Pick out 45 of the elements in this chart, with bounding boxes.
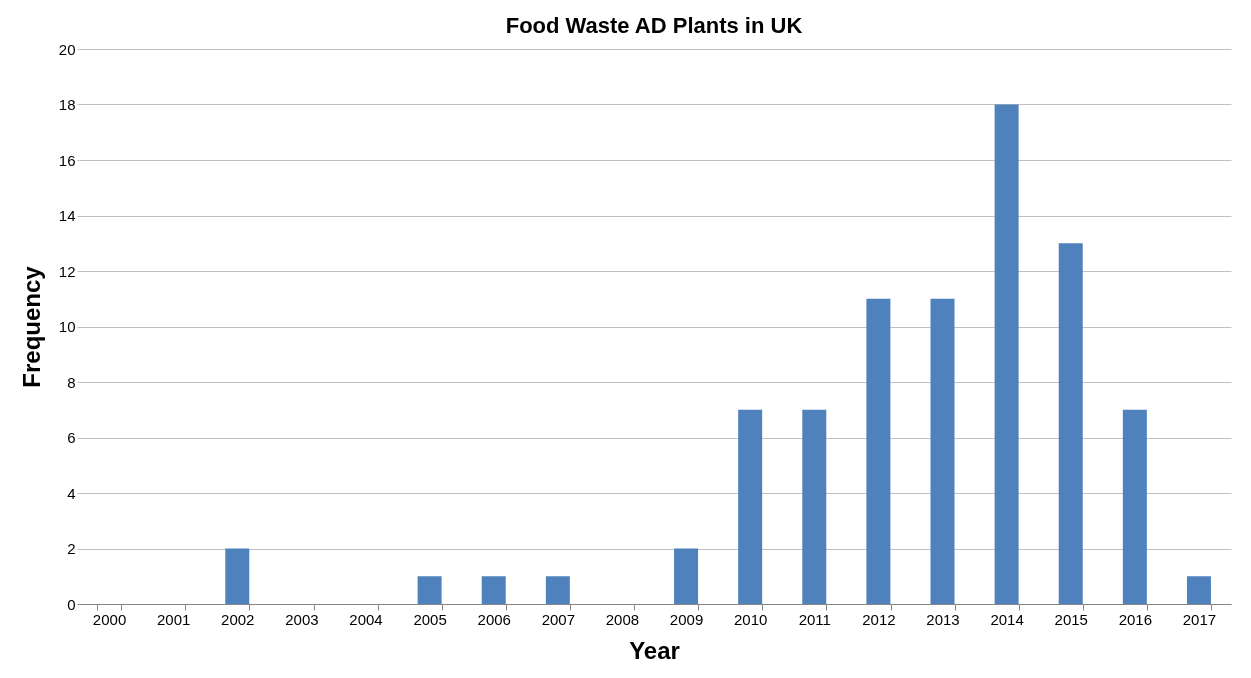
x-tick-label: 2003 bbox=[285, 610, 319, 628]
y-tick-label: 0 bbox=[67, 595, 76, 613]
chart-title: Food Waste AD Plants in UK bbox=[505, 13, 803, 38]
x-tick-label: 2015 bbox=[1054, 610, 1088, 628]
bar bbox=[674, 548, 699, 604]
bar bbox=[545, 576, 570, 604]
x-tick-label: 2016 bbox=[1118, 610, 1153, 628]
y-tick-label: 6 bbox=[67, 429, 76, 446]
y-tick-label: 8 bbox=[67, 373, 76, 391]
x-tick-label: 2013 bbox=[926, 610, 960, 628]
x-tick-label: 2005 bbox=[413, 610, 447, 628]
bar bbox=[1122, 409, 1147, 604]
y-tick-label: 10 bbox=[58, 318, 76, 335]
y-axis-title: Frequency bbox=[17, 265, 45, 388]
x-tick-label: 2012 bbox=[862, 610, 896, 628]
bar bbox=[225, 548, 250, 604]
y-tick-label: 12 bbox=[58, 262, 76, 280]
x-tick-label: 2001 bbox=[156, 610, 191, 628]
bar bbox=[481, 576, 506, 604]
bar bbox=[738, 409, 763, 604]
y-tick-label: 18 bbox=[58, 96, 76, 113]
bar bbox=[1058, 243, 1083, 604]
y-tick-label: 16 bbox=[58, 151, 76, 169]
x-tick-label: 2004 bbox=[349, 610, 383, 628]
x-tick-label: 2010 bbox=[733, 610, 768, 628]
x-axis-title: Year bbox=[629, 636, 680, 664]
y-tick-label: 20 bbox=[58, 40, 76, 58]
bar bbox=[930, 298, 955, 604]
x-tick-label: 2009 bbox=[669, 610, 704, 628]
bar bbox=[994, 104, 1019, 604]
x-tick-label: 2008 bbox=[605, 610, 640, 628]
bar bbox=[866, 298, 891, 604]
bar bbox=[802, 409, 827, 604]
y-tick-label: 2 bbox=[67, 540, 76, 557]
bar bbox=[1186, 576, 1211, 604]
x-tick-label: 2011 bbox=[798, 610, 831, 628]
y-tick-label: 14 bbox=[58, 207, 76, 224]
x-tick-label: 2006 bbox=[477, 610, 511, 628]
x-tick-label: 2014 bbox=[990, 610, 1024, 628]
x-tick-label: 2007 bbox=[541, 610, 576, 628]
bar bbox=[417, 576, 442, 604]
x-tick-label: 2017 bbox=[1182, 610, 1217, 628]
x-tick-label: 2002 bbox=[221, 610, 255, 628]
x-tick-label: 2000 bbox=[92, 610, 127, 628]
y-tick-label: 4 bbox=[67, 484, 76, 502]
